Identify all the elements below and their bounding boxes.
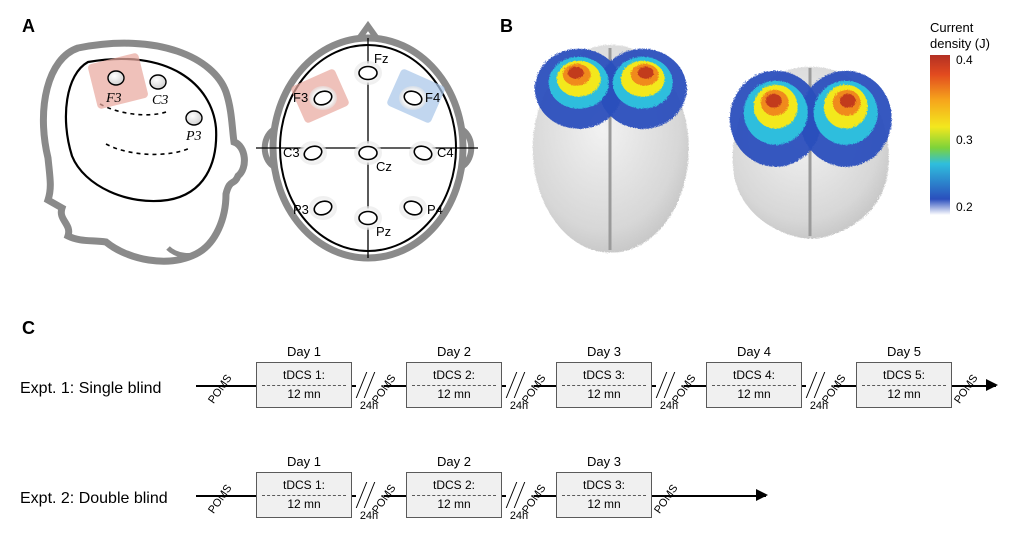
panel-b-svg (500, 18, 920, 278)
session-line1: tDCS 2: (433, 369, 475, 383)
svg-text:P4: P4 (427, 202, 443, 217)
expt2-title: Expt. 2: Double blind (20, 490, 168, 508)
poms-label: POMS (206, 373, 234, 406)
session-box: tDCS 4: 12 mn (706, 362, 802, 408)
day-label: Day 2 (406, 454, 502, 469)
session-line2: 12 mn (287, 498, 320, 512)
colorbar-tick: 0.3 (956, 133, 973, 147)
colorbar: Current density (J) 0.4 0.3 0.2 (930, 20, 990, 215)
svg-text:Fz: Fz (374, 51, 388, 66)
day-label: Day 1 (256, 344, 352, 359)
svg-text:P3: P3 (293, 202, 309, 217)
poms-label: POMS (952, 373, 980, 406)
label-c3-side: C3 (152, 93, 168, 108)
label-f3-side: F3 (105, 91, 122, 106)
figure-root: A B C (0, 0, 1024, 560)
colorbar-title-l1: Current (930, 20, 973, 35)
day-label: Day 3 (556, 454, 652, 469)
top-head: Fz F3 F4 C3 Cz C4 P3 Pz P4 (256, 26, 478, 258)
session-box: tDCS 3: 12 mn (556, 362, 652, 408)
panel-a-svg: F3 C3 P3 Fz F3 F4 C3 Cz C4 P3 Pz P4 (18, 18, 478, 278)
side-head (43, 43, 244, 261)
colorbar-gradient (930, 55, 950, 215)
expt1-title: Expt. 1: Single blind (20, 380, 161, 398)
svg-text:C4: C4 (437, 145, 454, 160)
label-p3-side: P3 (185, 129, 202, 144)
timeline-expt1: POMSDay 1tDCS 1:12 mn24hPOMSDay 2tDCS 2:… (196, 350, 996, 420)
session-line1: tDCS 2: (433, 479, 475, 493)
session-line1: tDCS 1: (283, 479, 325, 493)
timeline-expt2: POMSDay 1tDCS 1:12 mn24hPOMSDay 2tDCS 2:… (196, 460, 766, 530)
svg-text:Cz: Cz (376, 159, 392, 174)
session-box: tDCS 3: 12 mn (556, 472, 652, 518)
day-label: Day 2 (406, 344, 502, 359)
svg-text:F4: F4 (425, 90, 440, 105)
colorbar-title: Current density (J) (930, 20, 990, 51)
session-box: tDCS 5: 12 mn (856, 362, 952, 408)
session-line2: 12 mn (287, 388, 320, 402)
session-line2: 12 mn (737, 388, 770, 402)
session-line1: tDCS 4: (733, 369, 775, 383)
session-line2: 12 mn (587, 388, 620, 402)
session-line2: 12 mn (587, 498, 620, 512)
svg-text:F3: F3 (293, 90, 308, 105)
colorbar-title-l2: density (J) (930, 36, 990, 51)
session-line1: tDCS 5: (883, 369, 925, 383)
session-line1: tDCS 1: (283, 369, 325, 383)
colorbar-tick: 0.4 (956, 53, 973, 67)
brain-dorsal (532, 44, 688, 252)
svg-text:Pz: Pz (376, 224, 391, 239)
session-line1: tDCS 3: (583, 479, 625, 493)
session-line1: tDCS 3: (583, 369, 625, 383)
svg-text:C3: C3 (283, 145, 300, 160)
session-line2: 12 mn (437, 388, 470, 402)
panel-c-label: C (22, 318, 35, 339)
day-label: Day 4 (706, 344, 802, 359)
session-box: tDCS 1: 12 mn (256, 362, 352, 408)
session-box: tDCS 1: 12 mn (256, 472, 352, 518)
session-line2: 12 mn (437, 498, 470, 512)
poms-label: POMS (206, 483, 234, 516)
poms-label: POMS (652, 483, 680, 516)
day-label: Day 1 (256, 454, 352, 469)
brain-frontal (729, 66, 891, 238)
day-label: Day 5 (856, 344, 952, 359)
day-label: Day 3 (556, 344, 652, 359)
session-line2: 12 mn (887, 388, 920, 402)
session-box: tDCS 2: 12 mn (406, 472, 502, 518)
colorbar-tick: 0.2 (956, 200, 973, 214)
session-box: tDCS 2: 12 mn (406, 362, 502, 408)
